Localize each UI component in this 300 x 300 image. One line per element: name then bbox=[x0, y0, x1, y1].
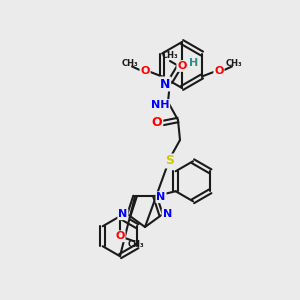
Text: CH₃: CH₃ bbox=[226, 59, 242, 68]
Text: N: N bbox=[156, 192, 166, 202]
Text: NH: NH bbox=[151, 100, 169, 110]
Text: O: O bbox=[140, 67, 150, 76]
Text: O: O bbox=[152, 116, 162, 130]
Text: N: N bbox=[118, 209, 128, 219]
Text: CH₃: CH₃ bbox=[128, 240, 144, 249]
Text: O: O bbox=[177, 61, 187, 71]
Text: H: H bbox=[189, 58, 199, 68]
Text: N: N bbox=[160, 77, 170, 91]
Text: CH₃: CH₃ bbox=[162, 52, 178, 61]
Text: N: N bbox=[163, 209, 172, 219]
Text: O: O bbox=[214, 67, 224, 76]
Text: O: O bbox=[115, 231, 125, 241]
Text: S: S bbox=[166, 154, 175, 167]
Text: CH₃: CH₃ bbox=[122, 59, 138, 68]
